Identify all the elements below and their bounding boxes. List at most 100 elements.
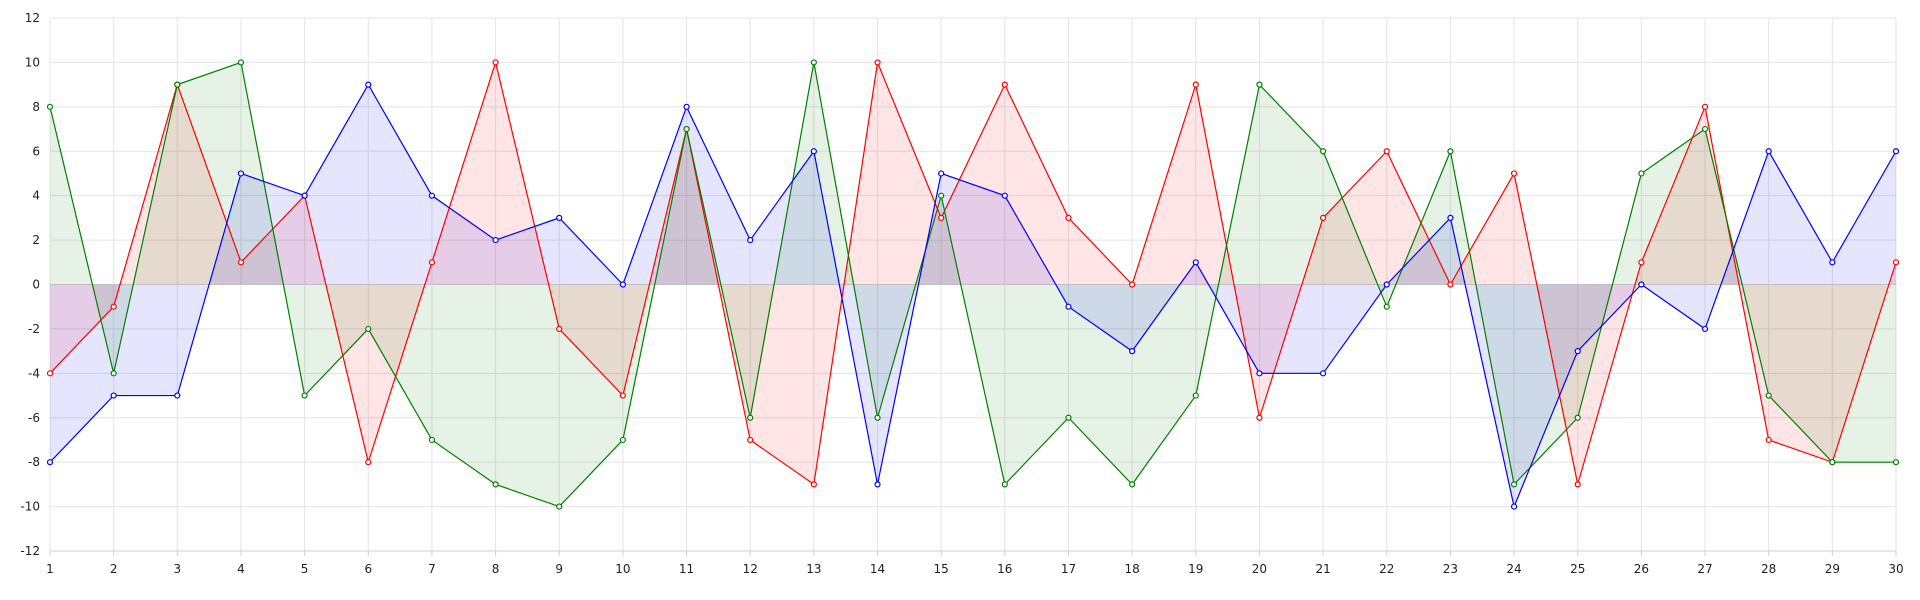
- series-3-point[interactable]: [1701, 325, 1709, 333]
- series-1-point[interactable]: [237, 259, 245, 266]
- series-1-point[interactable]: [874, 59, 881, 66]
- series-1-point[interactable]: [1574, 481, 1581, 488]
- series-3-point[interactable]: [492, 236, 499, 244]
- series-3-point[interactable]: [938, 170, 945, 177]
- x-tick-label: 8: [492, 562, 500, 576]
- series-2-point[interactable]: [747, 414, 754, 421]
- series-2-point[interactable]: [556, 503, 563, 510]
- series-1-point[interactable]: [1383, 148, 1390, 155]
- x-tick-label: 14: [870, 562, 885, 576]
- series-1-point[interactable]: [110, 303, 117, 310]
- series-2-point[interactable]: [110, 370, 117, 377]
- series-3-point[interactable]: [237, 170, 245, 177]
- series-3-point[interactable]: [110, 392, 117, 399]
- series-2-point[interactable]: [174, 81, 181, 88]
- series-3-point[interactable]: [1892, 148, 1900, 155]
- x-tick-label: 11: [679, 562, 694, 576]
- x-tick-label: 16: [997, 562, 1012, 576]
- series-1-point[interactable]: [1320, 214, 1327, 221]
- x-tick-label: 22: [1379, 562, 1394, 576]
- series-3-point[interactable]: [1638, 281, 1645, 288]
- series-3-point[interactable]: [46, 459, 54, 466]
- series-2-point[interactable]: [1510, 481, 1518, 488]
- series-3-point[interactable]: [301, 192, 308, 199]
- series-1-point[interactable]: [1701, 103, 1709, 110]
- x-tick-label: 1: [46, 562, 54, 576]
- series-2-point[interactable]: [1256, 81, 1263, 88]
- series-3-point[interactable]: [1065, 303, 1072, 310]
- series-3-point[interactable]: [1574, 348, 1581, 355]
- y-tick-label: -12: [20, 544, 40, 558]
- series-3-point[interactable]: [1256, 370, 1263, 377]
- series-2-point[interactable]: [46, 103, 54, 110]
- series-3-point[interactable]: [1001, 192, 1008, 199]
- series-2-point[interactable]: [365, 325, 372, 333]
- series-2-point[interactable]: [428, 436, 436, 444]
- series-2-point[interactable]: [1001, 481, 1008, 488]
- series-2-point[interactable]: [237, 59, 245, 66]
- series-1-point[interactable]: [938, 214, 945, 221]
- series-1-point[interactable]: [1256, 414, 1263, 421]
- y-tick-label: -8: [28, 455, 40, 469]
- series-2-point[interactable]: [683, 125, 690, 133]
- series-2-point[interactable]: [1320, 148, 1327, 155]
- y-tick-label: -4: [28, 366, 40, 380]
- series-1-point[interactable]: [810, 481, 817, 488]
- series-2-area: [50, 62, 1896, 507]
- series-1-point[interactable]: [492, 59, 499, 66]
- series-1-point[interactable]: [1765, 436, 1772, 444]
- series-3-point[interactable]: [556, 214, 563, 221]
- series-1-point[interactable]: [428, 259, 436, 266]
- series-3-point[interactable]: [683, 103, 690, 110]
- series-1-point[interactable]: [1001, 81, 1008, 88]
- series-2-point[interactable]: [1638, 170, 1645, 177]
- series-1-point[interactable]: [365, 459, 372, 466]
- series-3-point[interactable]: [428, 192, 436, 199]
- series-3-point[interactable]: [1192, 259, 1199, 266]
- series-2-point[interactable]: [1892, 459, 1900, 466]
- series-1-point[interactable]: [556, 325, 563, 333]
- series-1-point[interactable]: [46, 370, 54, 377]
- series-2-point[interactable]: [938, 192, 945, 199]
- series-2-point[interactable]: [301, 392, 308, 399]
- series-3-point[interactable]: [747, 236, 754, 244]
- series-3-point[interactable]: [1510, 503, 1518, 510]
- series-1-point[interactable]: [1065, 214, 1072, 221]
- series-1-point[interactable]: [1129, 281, 1136, 288]
- x-tick-label: 24: [1506, 562, 1521, 576]
- series-2-point[interactable]: [1701, 125, 1709, 133]
- series-2-point[interactable]: [1765, 392, 1772, 399]
- series-1-point[interactable]: [1892, 259, 1900, 266]
- series-3-point[interactable]: [1320, 370, 1327, 377]
- series-2-point[interactable]: [619, 436, 626, 444]
- series-1-point[interactable]: [747, 436, 754, 444]
- series-3-point[interactable]: [1447, 214, 1454, 221]
- series-2-point[interactable]: [1447, 148, 1454, 155]
- series-2-point[interactable]: [874, 414, 881, 421]
- series-1-point[interactable]: [619, 392, 626, 399]
- series-2-point[interactable]: [1829, 459, 1836, 466]
- series-3-point[interactable]: [1829, 259, 1836, 266]
- series-3-point[interactable]: [174, 392, 181, 399]
- series-3-point[interactable]: [365, 81, 372, 88]
- series-3-point[interactable]: [1129, 348, 1136, 355]
- series-2-point[interactable]: [1065, 414, 1072, 421]
- series-1-point[interactable]: [1192, 81, 1199, 88]
- series-3-point[interactable]: [1765, 148, 1772, 155]
- series-3-point[interactable]: [619, 281, 626, 288]
- y-tick-label: 8: [32, 100, 40, 114]
- x-tick-label: 25: [1570, 562, 1585, 576]
- series-2-point[interactable]: [810, 59, 817, 66]
- series-2-point[interactable]: [1574, 414, 1581, 421]
- series-3-point[interactable]: [1383, 281, 1390, 288]
- series-3-point[interactable]: [874, 481, 881, 488]
- series-1-point[interactable]: [1638, 259, 1645, 266]
- series-1-point[interactable]: [1510, 170, 1518, 177]
- series-3-point[interactable]: [810, 148, 817, 155]
- series-2-point[interactable]: [492, 481, 499, 488]
- series-2-point[interactable]: [1129, 481, 1136, 488]
- series-2-point[interactable]: [1192, 392, 1199, 399]
- series-1-point[interactable]: [1447, 281, 1454, 288]
- series-3-line: [49, 83, 1897, 509]
- series-2-point[interactable]: [1383, 303, 1390, 310]
